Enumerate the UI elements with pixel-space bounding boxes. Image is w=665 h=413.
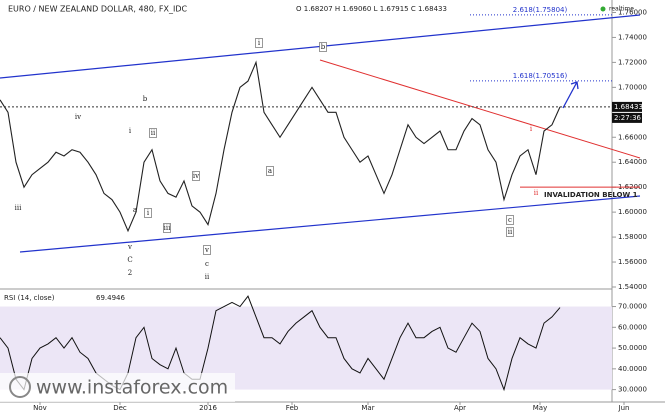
rsi-tick-label: 60.0000 [618, 323, 647, 331]
chart-title: EURO / NEW ZEALAND DOLLAR, 480, FX_IDC [8, 5, 187, 14]
wave-label: v [127, 243, 132, 251]
projection-arrow [562, 81, 579, 109]
wave-label: iv [193, 172, 199, 180]
watermark-logo [9, 376, 31, 398]
timer-tag [612, 112, 642, 123]
wave-box [506, 227, 514, 237]
y-tick-label: 1.60000 [618, 208, 647, 216]
wave-label: i [258, 39, 261, 47]
fib-label: 2.618(1.75804) [513, 6, 568, 14]
wave-label: i [147, 209, 150, 217]
trend-line [319, 59, 641, 159]
price-tag-label: 1.68433 [614, 103, 643, 111]
wave-label: iii [164, 224, 171, 232]
rsi-value: 69.4946 [96, 294, 125, 302]
wave-label: b [321, 43, 326, 51]
wave-label: C [127, 256, 132, 264]
lower-channel [19, 195, 641, 253]
x-tick-label: Nov [33, 404, 47, 412]
wave-box [319, 42, 327, 52]
wave-box [192, 171, 200, 181]
x-tick-label: May [533, 404, 547, 412]
rsi-title: RSI (14, close) [4, 294, 55, 302]
y-tick-label: 1.74000 [618, 33, 647, 41]
wave-label: a [268, 167, 272, 175]
ohlc: O 1.68207 H 1.69060 L 1.67915 C 1.68433 [296, 5, 447, 13]
wave-label: 2 [128, 269, 132, 277]
wave-label: i [530, 125, 533, 133]
wave-label: c [508, 216, 512, 224]
wave-label: iii [15, 204, 22, 212]
wave-box [255, 38, 263, 48]
y-tick-label: 1.66000 [618, 133, 647, 141]
wave-label: iv [75, 113, 81, 121]
wave-label: ii [508, 228, 513, 236]
realtime: realtime [609, 6, 634, 13]
wave-box [149, 128, 157, 138]
wave-label: v [204, 246, 209, 254]
rsi-tick-label: 40.0000 [618, 365, 647, 373]
realtime-dot [600, 6, 606, 12]
wave-label: a [133, 206, 137, 214]
wave-label: ii [534, 189, 539, 197]
y-tick-label: 1.72000 [618, 58, 647, 66]
wave-label: ii [205, 273, 210, 281]
x-tick-label: 2016 [199, 404, 217, 412]
x-tick-label: Dec [113, 404, 127, 412]
watermark-text: www.instaforex.com [36, 377, 228, 399]
timer-label: 2:27:36 [614, 114, 642, 122]
price-line [0, 60, 561, 233]
rsi-tick-label: 50.0000 [618, 344, 647, 352]
y-tick-label: 1.58000 [618, 233, 647, 241]
price-tag [612, 101, 642, 112]
y-tick-label: 1.76000 [618, 8, 647, 16]
wave-label: i [129, 127, 132, 135]
wave-box [506, 215, 514, 225]
wave-label: c [205, 260, 209, 268]
y-tick-label: 1.56000 [618, 258, 647, 266]
x-tick-label: Apr [454, 404, 466, 412]
x-tick-label: Feb [286, 404, 299, 412]
rsi-tick-label: 70.0000 [618, 303, 647, 311]
wave-box [144, 208, 152, 218]
invalidation-label: INVALIDATION BELOW 1 [544, 191, 638, 199]
y-tick-label: 1.64000 [618, 158, 647, 166]
watermark-bg [0, 373, 235, 402]
wave-box [163, 223, 171, 233]
rsi-tick-label: 30.0000 [618, 386, 647, 394]
wave-label: ii [151, 129, 156, 137]
y-tick-label: 1.70000 [618, 83, 647, 91]
rsi-line [0, 295, 561, 392]
wave-label: b [143, 95, 148, 103]
fib-label: 1.618(1.70516) [513, 72, 568, 80]
watermark: www.instaforex.com [0, 373, 235, 402]
y-tick-label: 1.54000 [618, 283, 647, 291]
x-tick-label: Jun [618, 404, 630, 412]
wave-box [203, 245, 211, 255]
wave-box [266, 166, 274, 176]
x-tick-label: Mar [361, 404, 374, 412]
